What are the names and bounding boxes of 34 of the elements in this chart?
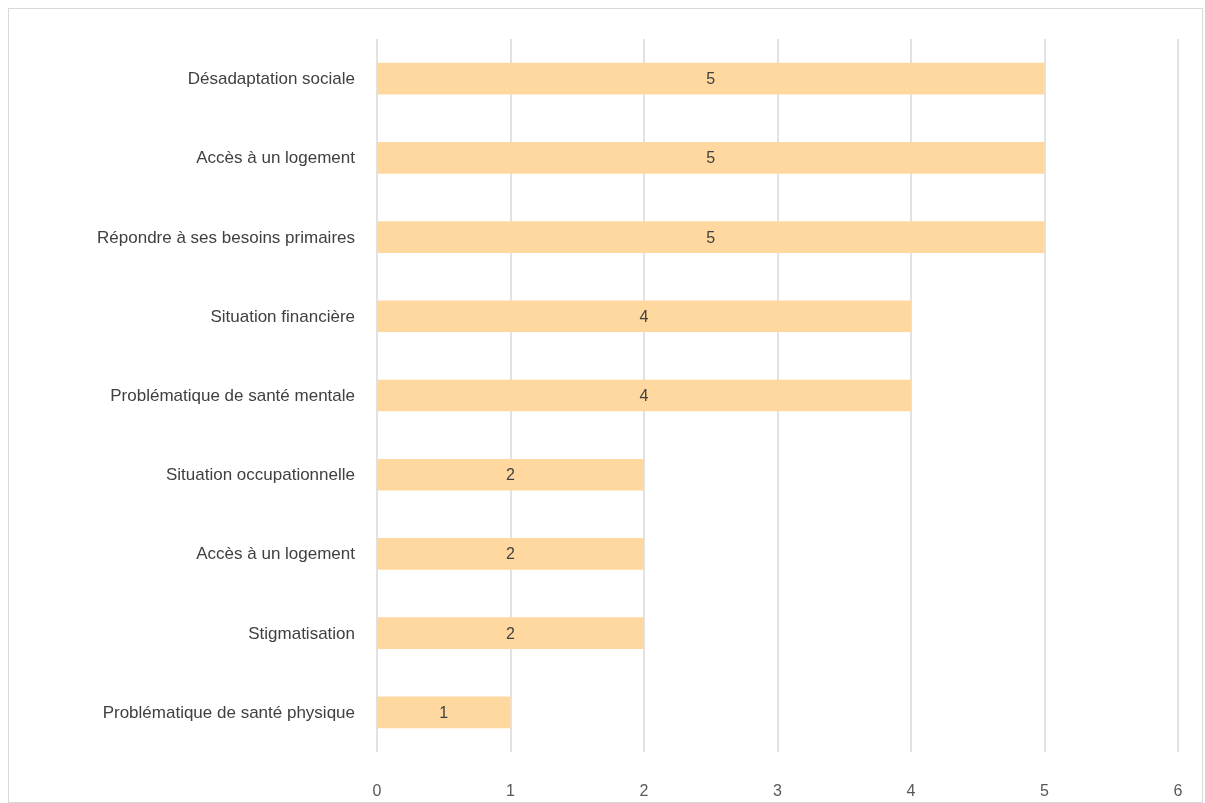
y-tick-label: Accès à un logement (196, 544, 356, 564)
data-label: 5 (706, 149, 716, 167)
x-tick-label: 0 (372, 781, 382, 799)
bar (377, 458, 644, 491)
bar (377, 62, 1045, 95)
x-tick-label: 4 (906, 781, 916, 799)
x-tick-label: 3 (773, 781, 783, 799)
y-tick-label: Accès à un logement (196, 148, 356, 168)
y-tick-label: Désadaptation sociale (187, 69, 355, 89)
data-label: 5 (706, 228, 716, 246)
y-tick-label: Problématique de santé mentale (110, 386, 355, 405)
y-tick-label: Problématique de santé physique (102, 702, 355, 722)
y-tick-label: Situation financière (210, 306, 355, 326)
y-tick-label: Répondre à ses besoins primaires (97, 227, 355, 247)
y-tick-label: Stigmatisation (248, 623, 355, 643)
x-tick-label: 2 (639, 781, 649, 799)
data-label: 2 (506, 545, 516, 563)
data-label: 4 (639, 387, 649, 404)
x-tick-label: 1 (506, 781, 516, 799)
y-tick-label: Situation occupationnelle (165, 465, 355, 485)
bar (377, 696, 511, 729)
data-label: 5 (706, 70, 716, 88)
bar (377, 379, 911, 412)
data-label: 2 (506, 466, 516, 484)
bar (377, 538, 644, 570)
data-label: 1 (439, 703, 449, 721)
bar (377, 141, 1045, 174)
bar (377, 221, 1045, 253)
x-tick-label: 6 (1173, 781, 1183, 799)
x-tick-label: 5 (1040, 781, 1050, 799)
data-label: 2 (506, 624, 516, 642)
bar (377, 617, 644, 650)
data-label: 4 (639, 307, 649, 325)
bar (377, 300, 911, 333)
